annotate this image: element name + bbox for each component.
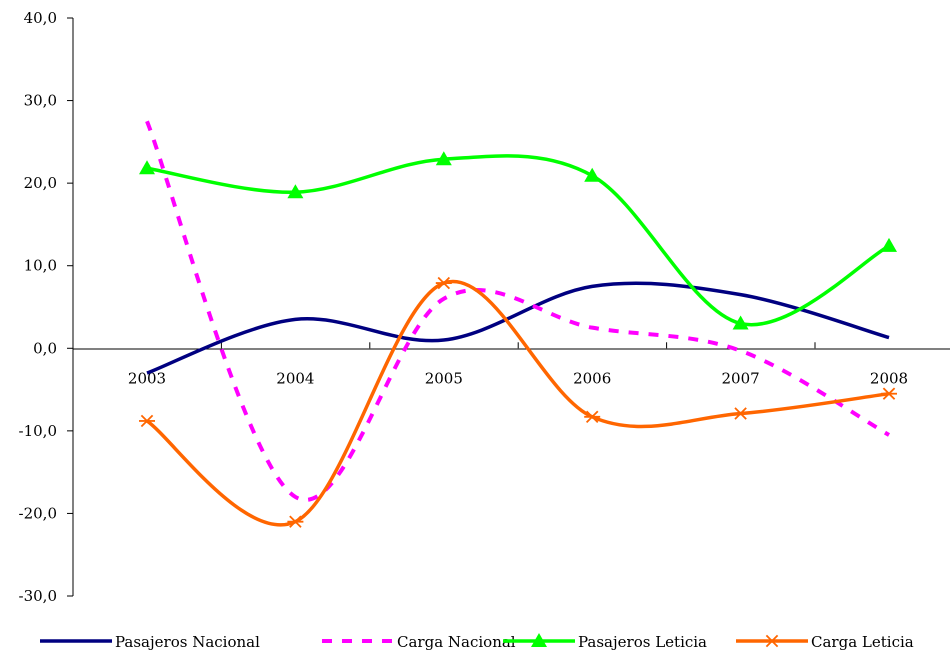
x-tick-label: 2007 [722, 369, 760, 387]
legend-item-pasajeros-nacional: Pasajeros Nacional [40, 633, 260, 651]
x-tick-label: 2003 [128, 369, 166, 387]
data-point-pasajeros-leticia [287, 184, 304, 199]
legend: Pasajeros Nacional Carga Nacional Pasajero… [40, 633, 914, 651]
legend-item-carga-leticia: Carga Leticia [736, 633, 914, 651]
y-tick-label: -20,0 [19, 504, 57, 522]
y-ticks: 40,0 30,0 20,0 10,0 0,0 -10,0 -20,0 -30,0 [19, 9, 73, 605]
legend-label: Pasajeros Nacional [115, 633, 260, 651]
data-point-pasajeros-leticia [584, 167, 601, 182]
x-ticks: 2003 2004 2005 2006 2007 2008 [72, 342, 908, 387]
y-tick-label: 40,0 [24, 9, 57, 27]
data-point-carga-leticia [732, 407, 749, 420]
legend-marker [531, 633, 547, 647]
data-point-carga-leticia [139, 414, 155, 428]
series-line-pasajeros-leticia [146, 154, 890, 327]
legend-item-pasajeros-leticia: Pasajeros Leticia [503, 633, 707, 651]
legend-marker [764, 634, 780, 648]
series-layer [139, 120, 897, 528]
x-tick-label: 2004 [276, 369, 314, 387]
series-pasajeros-leticia [139, 151, 897, 330]
series-carga-leticia [139, 276, 897, 528]
series-line-pasajeros-nacional [146, 281, 890, 375]
data-point-carga-leticia [435, 276, 452, 290]
data-point-pasajeros-leticia [881, 237, 897, 252]
data-point-pasajeros-leticia [139, 160, 155, 175]
y-tick-label: -10,0 [19, 422, 57, 440]
series-pasajeros-nacional [146, 281, 890, 375]
legend-label: Carga Leticia [811, 633, 914, 651]
series-carga-nacional [145, 120, 890, 502]
series-line-carga-nacional [145, 120, 890, 502]
data-point-carga-leticia [881, 387, 897, 400]
y-tick-label: 0,0 [33, 339, 57, 357]
axes [72, 18, 950, 596]
x-tick-label: 2008 [870, 369, 908, 387]
y-tick-label: -30,0 [19, 587, 57, 605]
legend-label: Pasajeros Leticia [578, 633, 707, 651]
data-point-carga-leticia [584, 410, 601, 424]
y-tick-label: 30,0 [24, 92, 57, 110]
data-point-pasajeros-leticia [732, 315, 749, 330]
y-tick-label: 10,0 [24, 257, 57, 275]
data-point-pasajeros-leticia [435, 151, 452, 166]
legend-label: Carga Nacional [397, 633, 516, 651]
y-tick-label: 20,0 [24, 174, 57, 192]
x-tick-label: 2006 [573, 369, 611, 387]
data-point-carga-leticia [287, 515, 304, 528]
x-tick-label: 2005 [425, 369, 463, 387]
legend-item-carga-nacional: Carga Nacional [322, 633, 516, 651]
